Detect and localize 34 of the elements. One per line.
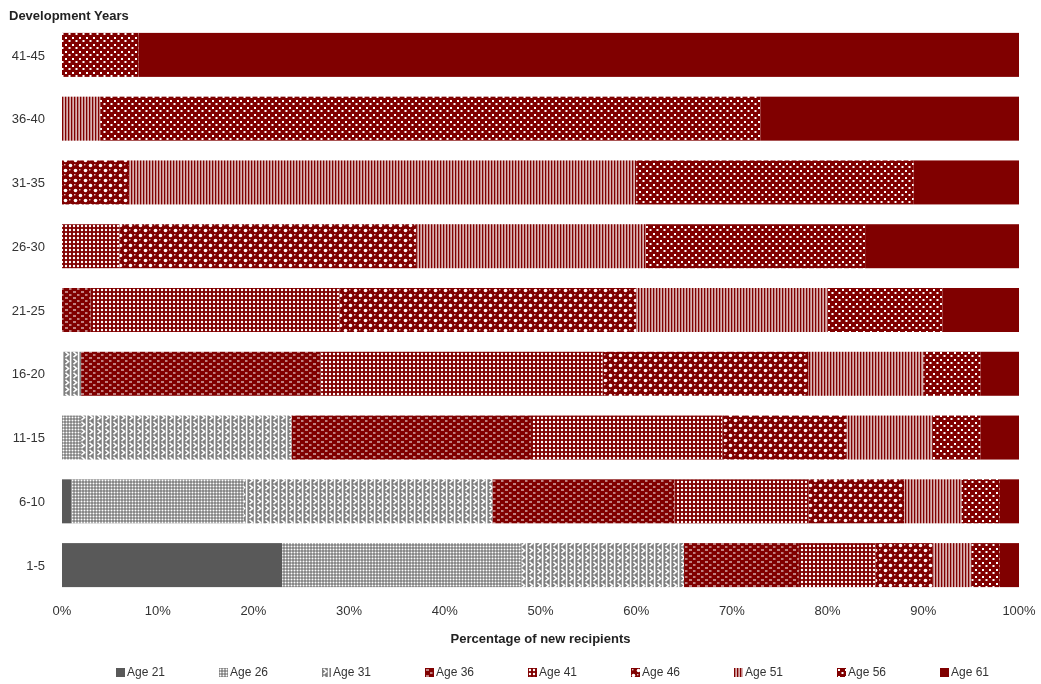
bar (62, 543, 283, 588)
legend-label: Age 36 (436, 665, 475, 679)
x-tick-label: 100% (1002, 603, 1037, 619)
x-axis-title: Percentage of new recipients (450, 631, 631, 646)
bar (62, 479, 72, 524)
legend-label: Age 31 (333, 665, 372, 679)
legend-label: Age 41 (539, 665, 578, 679)
legend-label: Age 51 (745, 665, 784, 679)
legend-label: Age 56 (848, 665, 887, 679)
y-tick-label: 26-30 (11, 238, 45, 254)
y-tick-label: 16-20 (11, 366, 45, 382)
x-tick-label: 60% (623, 603, 650, 619)
x-tick-label: 40% (431, 603, 459, 619)
x-tick-label: 90% (910, 603, 937, 619)
x-tick-label: 0% (52, 603, 72, 619)
x-tick-label: 10% (144, 603, 172, 619)
y-axis-title: Development Years (9, 8, 129, 24)
x-tick-label: 50% (527, 603, 554, 619)
y-tick-label: 31-35 (11, 175, 45, 191)
y-tick-label: 41-45 (11, 47, 45, 63)
legend-label: Age 46 (642, 665, 681, 679)
y-tick-label: 6-10 (18, 493, 45, 509)
x-tick-label: 80% (814, 603, 842, 619)
y-tick-label: 11-15 (12, 430, 45, 446)
legend-label: Age 21 (127, 665, 166, 679)
x-tick-label: 70% (718, 603, 746, 619)
legend-label: Age 26 (230, 665, 269, 679)
y-tick-label: 21-25 (11, 302, 45, 318)
y-tick-label: 36-40 (11, 111, 45, 127)
legend-label: Age 61 (951, 665, 990, 679)
y-tick-label: 1-5 (26, 557, 45, 573)
x-tick-label: 20% (240, 603, 267, 619)
bar (62, 351, 82, 396)
x-tick-label: 30% (336, 603, 363, 619)
